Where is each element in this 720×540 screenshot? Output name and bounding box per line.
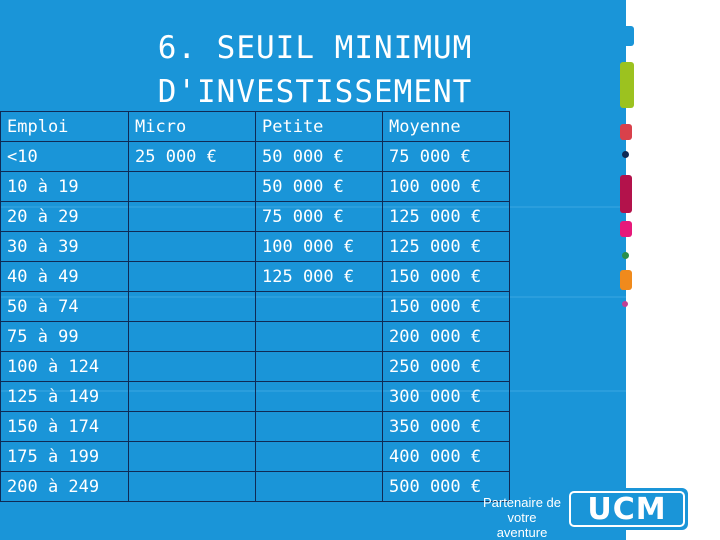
- table-header-cell: Petite: [255, 111, 383, 142]
- table-row: 20 à 29 75 000 €125 000 €: [0, 201, 510, 232]
- table-cell: 500 000 €: [382, 471, 510, 502]
- ucm-logo-text: UCM: [569, 491, 685, 527]
- table-cell: 10 à 19: [0, 171, 129, 202]
- table-cell: [128, 321, 256, 352]
- right-decor-panel: [626, 0, 720, 540]
- table-cell: 100 000 €: [255, 231, 383, 262]
- table-header-cell: Emploi: [0, 111, 129, 142]
- table-cell: [255, 321, 383, 352]
- table-cell: 125 à 149: [0, 381, 129, 412]
- table-cell: 40 à 49: [0, 261, 129, 292]
- table-cell: <10: [0, 141, 129, 172]
- swatch-dot-navy: [622, 151, 629, 158]
- table-cell: 30 à 39: [0, 231, 129, 262]
- table-cell: [255, 471, 383, 502]
- table-row: 175 à 199 400 000 €: [0, 441, 510, 472]
- table-cell: 250 000 €: [382, 351, 510, 382]
- swatch-dot-purple: [622, 301, 628, 307]
- table-cell: 125 000 €: [382, 201, 510, 232]
- table-cell: 25 000 €: [128, 141, 256, 172]
- table-cell: [128, 201, 256, 232]
- table-header-cell: Moyenne: [382, 111, 510, 142]
- table-row: 150 à 174 350 000 €: [0, 411, 510, 442]
- table-cell: 75 à 99: [0, 321, 129, 352]
- table-cell: [128, 171, 256, 202]
- table-cell: 50 000 €: [255, 141, 383, 172]
- table-cell: [255, 411, 383, 442]
- table-cell: [255, 441, 383, 472]
- logo-tagline: Partenaire de votre aventure: [482, 495, 562, 540]
- swatch-orange: [620, 270, 632, 290]
- table-cell: 125 000 €: [255, 261, 383, 292]
- title-line-1: 6. SEUIL MINIMUM: [157, 30, 473, 66]
- table-cell: 125 000 €: [382, 231, 510, 262]
- table-cell: 100 000 €: [382, 171, 510, 202]
- table-cell: 75 000 €: [382, 141, 510, 172]
- table-cell: 150 000 €: [382, 261, 510, 292]
- table-cell: [255, 351, 383, 382]
- table-header-row: Emploi Micro Petite Moyenne: [0, 111, 510, 142]
- table-cell: [128, 441, 256, 472]
- table-cell: [128, 351, 256, 382]
- table-cell: [128, 471, 256, 502]
- table-row: 40 à 49 125 000 €150 000 €: [0, 261, 510, 292]
- table-cell: 150 000 €: [382, 291, 510, 322]
- swatch-red: [620, 124, 632, 140]
- table-cell: 75 000 €: [255, 201, 383, 232]
- swatch-blue: [620, 26, 634, 46]
- table-cell: 400 000 €: [382, 441, 510, 472]
- table-cell: 200 000 €: [382, 321, 510, 352]
- table-cell: [255, 291, 383, 322]
- title-line-2: D'INVESTISSEMENT: [157, 74, 473, 110]
- table-header-cell: Micro: [128, 111, 256, 142]
- table-cell: [128, 381, 256, 412]
- table-cell: 50 000 €: [255, 171, 383, 202]
- table-row: 200 à 249 500 000 €: [0, 471, 510, 502]
- swatch-dot-green: [622, 252, 629, 259]
- table-cell: 100 à 124: [0, 351, 129, 382]
- table-row: 100 à 124 250 000 €: [0, 351, 510, 382]
- table-row: 125 à 149 300 000 €: [0, 381, 510, 412]
- table-cell: 150 à 174: [0, 411, 129, 442]
- table-cell: [255, 381, 383, 412]
- table-cell: [128, 411, 256, 442]
- table-cell: [128, 261, 256, 292]
- table-row: 75 à 99 200 000 €: [0, 321, 510, 352]
- table-cell: 20 à 29: [0, 201, 129, 232]
- investment-threshold-table: Emploi Micro Petite Moyenne <10 25 000 €50 00…: [0, 111, 510, 502]
- table-cell: 50 à 74: [0, 291, 129, 322]
- table-cell: [128, 291, 256, 322]
- table-row: <10 25 000 €50 000 €75 000 €: [0, 141, 510, 172]
- table-row: 50 à 74 150 000 €: [0, 291, 510, 322]
- table-cell: 200 à 249: [0, 471, 129, 502]
- swatch-pink: [620, 221, 632, 237]
- table-cell: 350 000 €: [382, 411, 510, 442]
- table-cell: 300 000 €: [382, 381, 510, 412]
- table-row: 30 à 39 100 000 €125 000 €: [0, 231, 510, 262]
- page-title: 6. SEUIL MINIMUM D'INVESTISSEMENT: [0, 26, 630, 114]
- table-cell: 175 à 199: [0, 441, 129, 472]
- ucm-logo: UCM: [566, 488, 688, 530]
- table-row: 10 à 19 50 000 €100 000 €: [0, 171, 510, 202]
- table-cell: [128, 231, 256, 262]
- swatch-green: [620, 62, 634, 108]
- swatch-crimson: [620, 175, 632, 213]
